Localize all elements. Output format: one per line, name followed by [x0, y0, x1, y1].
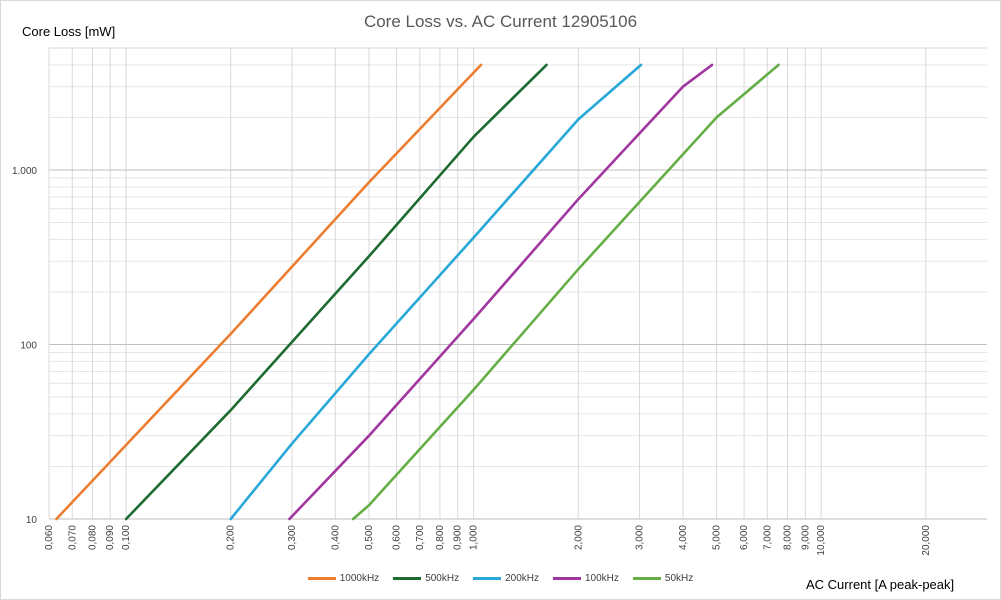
series-line-1000kHz — [55, 63, 483, 521]
y-tick-labels: 10 100 1.000 — [12, 166, 37, 526]
y-tick-label: 10 — [26, 515, 38, 526]
legend-item-200kHz: 200kHz — [473, 573, 539, 584]
y-axis-label: Core Loss [mW] — [22, 24, 116, 39]
series-line-200kHz — [229, 63, 643, 521]
y-tick-label: 1.000 — [12, 166, 37, 177]
legend-swatch — [553, 577, 581, 580]
x-tick-label: 0,080 — [87, 525, 98, 550]
x-tick-label: 0,060 — [44, 525, 55, 550]
x-tick-label: 0,600 — [392, 525, 403, 550]
series-line-500kHz — [124, 63, 548, 521]
legend-label: 1000kHz — [339, 573, 380, 584]
x-tick-label: 0,900 — [453, 525, 464, 550]
x-axis-label: AC Current [A peak-peak] — [806, 577, 955, 592]
legend-item-500kHz: 500kHz — [393, 573, 459, 584]
legend-swatch — [473, 577, 502, 580]
legend-swatch — [632, 577, 661, 580]
x-tick-label: 0,100 — [121, 525, 132, 550]
x-tick-label: 4,000 — [678, 525, 689, 550]
x-tick-label: 2,000 — [573, 525, 584, 550]
legend-label: 200kHz — [505, 573, 539, 584]
x-tick-label: 3,000 — [634, 525, 645, 550]
legend-label: 500kHz — [425, 573, 460, 584]
x-tick-label: 0,500 — [364, 525, 375, 550]
legend-item-1000kHz: 1000kHz — [307, 573, 380, 584]
legend-label: 100kHz — [585, 573, 619, 584]
major-gridlines — [48, 47, 987, 520]
legend: 1000kHz 500kHz 200kHz 100kHz 50kHz — [0, 573, 1001, 584]
x-tick-label: 8,000 — [783, 525, 794, 550]
x-tick-label: 0,800 — [435, 525, 446, 550]
legend-swatch — [393, 577, 422, 580]
x-tick-label: 0,200 — [226, 525, 237, 550]
x-tick-labels: 0,060 0,070 0,080 0,090 0,100 0,200 0,300 0,400… — [44, 525, 932, 556]
y-tick-label: 100 — [20, 340, 37, 351]
x-tick-label: 0,400 — [330, 525, 341, 550]
series-lines — [55, 63, 780, 521]
series-line-50kHz — [351, 63, 780, 521]
legend-item-50kHz: 50kHz — [632, 573, 694, 584]
x-tick-label: 0,070 — [67, 525, 78, 550]
x-tick-label: 1,000 — [469, 525, 480, 550]
x-tick-label: 7,000 — [762, 525, 773, 550]
x-tick-label: 10,000 — [816, 525, 827, 556]
legend-label: 50kHz — [664, 573, 694, 584]
x-tick-label: 0,700 — [415, 525, 426, 550]
x-tick-label: 0,300 — [287, 525, 298, 550]
x-tick-label: 5,000 — [712, 525, 723, 550]
series-line-100kHz — [288, 63, 714, 521]
legend-swatch — [307, 577, 336, 580]
x-tick-label: 0,090 — [105, 525, 116, 550]
x-tick-label: 6,000 — [739, 525, 750, 550]
chart-title: Core Loss vs. AC Current 12905106 — [363, 12, 638, 31]
x-tick-label: 20,000 — [921, 525, 932, 556]
legend-item-100kHz: 100kHz — [553, 573, 619, 584]
x-tick-label: 9,000 — [800, 525, 811, 550]
minor-gridlines — [49, 47, 987, 467]
